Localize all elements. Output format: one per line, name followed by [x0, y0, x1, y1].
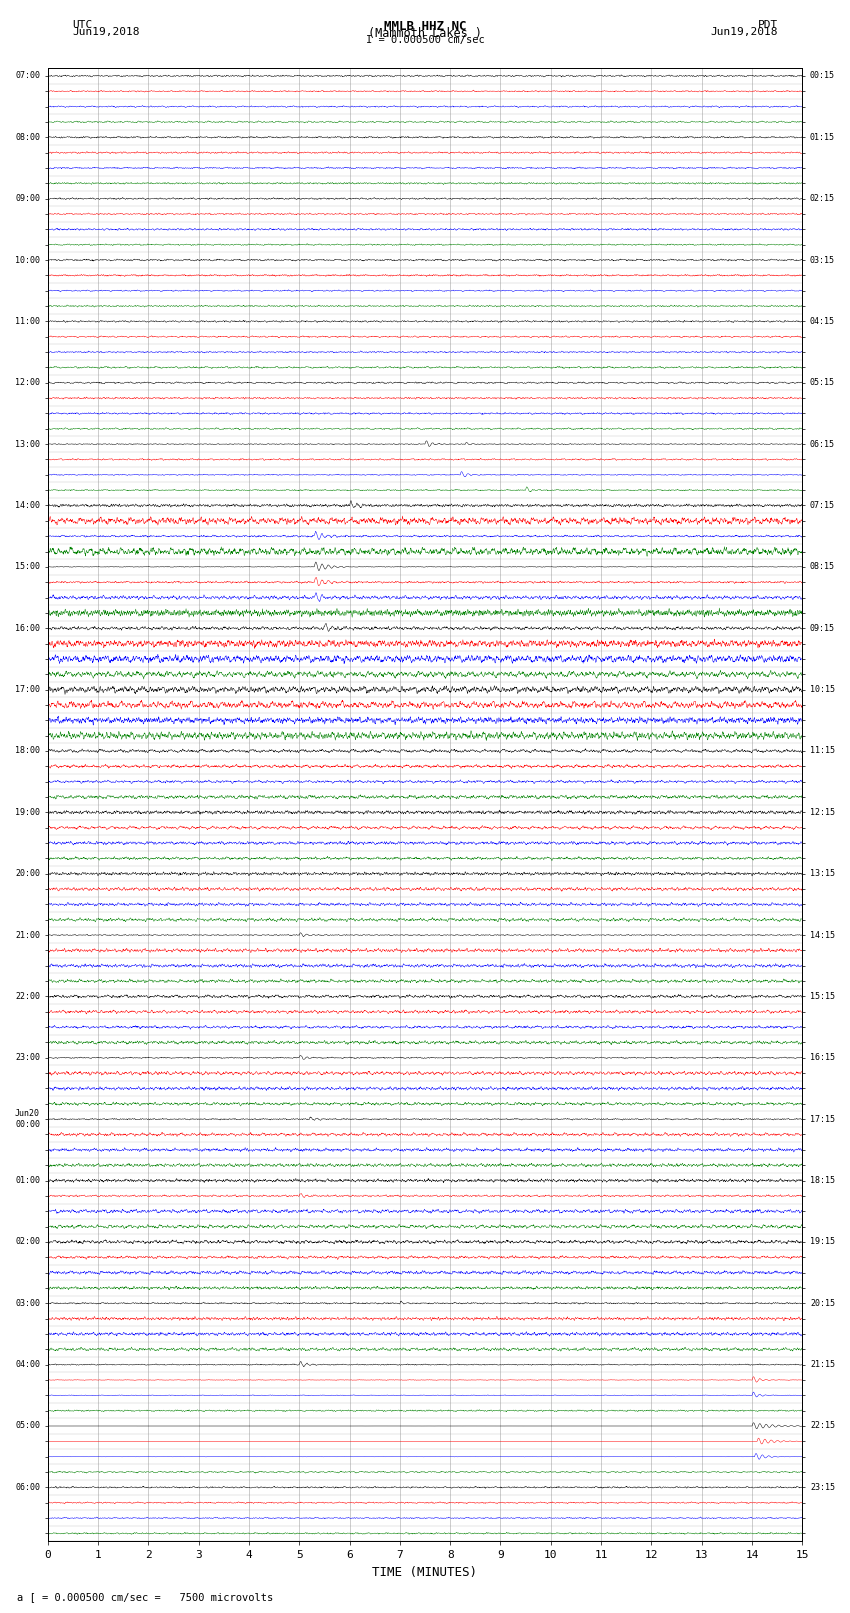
Text: Jun19,2018: Jun19,2018 — [711, 27, 778, 37]
Text: UTC: UTC — [72, 19, 93, 31]
Text: a [ = 0.000500 cm/sec =   7500 microvolts: a [ = 0.000500 cm/sec = 7500 microvolts — [17, 1592, 273, 1602]
Text: I = 0.000500 cm/sec: I = 0.000500 cm/sec — [366, 35, 484, 45]
Text: Jun19,2018: Jun19,2018 — [72, 27, 139, 37]
X-axis label: TIME (MINUTES): TIME (MINUTES) — [372, 1566, 478, 1579]
Text: PDT: PDT — [757, 19, 778, 31]
Text: MMLB HHZ NC: MMLB HHZ NC — [383, 19, 467, 34]
Text: (Mammoth Lakes ): (Mammoth Lakes ) — [368, 27, 482, 40]
